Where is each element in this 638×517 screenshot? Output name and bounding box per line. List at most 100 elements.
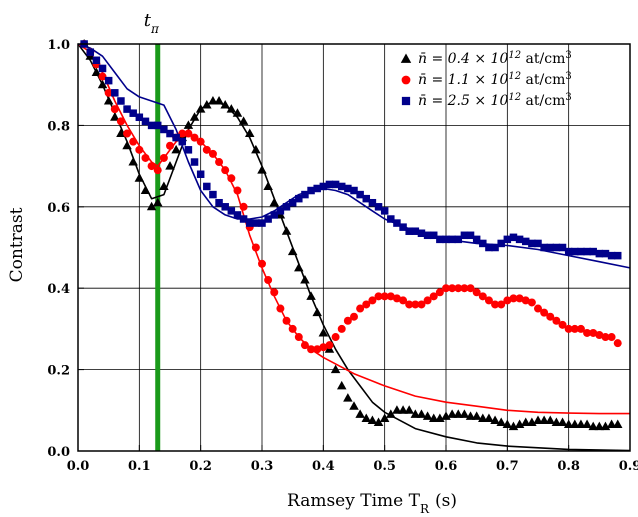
data-point-circle: [294, 333, 303, 342]
y-tick-label: 1.0: [47, 38, 70, 53]
data-point-triangle: [606, 419, 617, 429]
data-point-square: [368, 198, 377, 207]
data-point-circle: [429, 292, 438, 301]
data-point-circle: [405, 300, 414, 309]
data-point-circle: [601, 333, 610, 342]
data-point-circle: [264, 276, 273, 285]
data-point-triangle: [563, 419, 574, 429]
data-point-circle: [423, 296, 432, 305]
data-point-circle: [147, 162, 156, 171]
legend-marker-triangle: [400, 53, 412, 63]
data-point-circle: [356, 304, 365, 313]
data-point-triangle: [281, 226, 292, 235]
data-point-triangle: [244, 128, 255, 138]
data-point-square: [405, 227, 413, 235]
data-point-square: [436, 235, 444, 244]
data-point-circle: [202, 145, 211, 154]
data-point-square: [393, 219, 401, 227]
data-point-circle: [564, 324, 573, 333]
data-point-square: [129, 109, 137, 117]
data-point-triangle: [539, 415, 549, 424]
legend-marker-circle: [401, 75, 411, 85]
x-tick-label: 0.0: [67, 459, 90, 474]
data-point-triangle: [588, 421, 598, 431]
data-point-triangle: [214, 95, 224, 105]
data-point-triangle: [318, 327, 329, 337]
data-point-square: [209, 190, 217, 199]
data-point-circle: [503, 296, 512, 305]
data-point-triangle: [306, 291, 316, 300]
series-square-points: [80, 40, 622, 260]
data-point-triangle: [146, 201, 157, 211]
data-point-circle: [411, 300, 420, 309]
data-point-square: [239, 215, 248, 223]
data-point-triangle: [183, 120, 194, 129]
data-point-triangle: [232, 108, 243, 117]
data-point-triangle: [208, 95, 218, 105]
x-tick-label: 0.2: [189, 459, 212, 474]
data-point-triangle: [220, 100, 230, 109]
legend-marker-square: [401, 96, 411, 106]
data-point-circle: [552, 316, 561, 325]
data-point-circle: [509, 294, 518, 303]
data-point-triangle: [478, 413, 488, 422]
data-point-triangle: [110, 112, 120, 121]
data-point-circle: [319, 343, 328, 352]
data-point-triangle: [416, 409, 427, 418]
data-point-circle: [607, 333, 616, 342]
data-point-circle: [478, 292, 487, 301]
data-point-circle: [300, 341, 309, 350]
data-point-square: [564, 247, 573, 256]
y-tick-label: 0.0: [47, 445, 70, 460]
data-point-triangle: [287, 246, 298, 256]
legend-entry-square: n̄ = 2.5 × 1012 at/cm3: [418, 92, 572, 110]
data-point-circle: [558, 320, 567, 329]
data-point-triangle: [465, 411, 476, 420]
data-point-square: [534, 239, 542, 248]
y-tick-label: 0.8: [47, 119, 70, 134]
data-point-circle: [460, 284, 469, 293]
data-point-square: [350, 186, 358, 195]
grid-lines: [78, 44, 630, 451]
data-point-square: [497, 239, 505, 248]
data-point-circle: [448, 284, 457, 293]
data-point-circle: [491, 300, 500, 309]
data-point-circle: [129, 137, 138, 146]
y-axis-ticks: 0.0 0.2 0.4 0.6 0.8 1.0: [47, 38, 84, 460]
data-point-square: [589, 247, 597, 256]
data-point-circle: [435, 288, 444, 297]
data-point-square: [325, 180, 334, 189]
data-point-circle: [521, 296, 530, 305]
data-point-square: [509, 233, 518, 242]
data-point-triangle: [386, 409, 396, 418]
data-point-square: [387, 215, 395, 223]
y-tick-label: 0.2: [47, 364, 70, 379]
data-point-triangle: [159, 181, 169, 190]
data-point-square: [295, 194, 303, 203]
data-point-square: [319, 182, 328, 191]
data-point-circle: [276, 304, 285, 313]
data-point-circle: [215, 158, 224, 167]
x-tick-label: 0.6: [435, 459, 458, 474]
data-point-circle: [221, 166, 230, 175]
data-point-circle: [325, 341, 334, 350]
data-point-circle: [570, 324, 579, 333]
data-point-triangle: [551, 417, 562, 427]
data-point-triangle: [97, 79, 108, 89]
data-point-square: [380, 207, 389, 215]
data-point-triangle: [612, 419, 623, 429]
data-point-circle: [282, 316, 291, 325]
data-point-square: [245, 219, 254, 227]
data-point-triangle: [269, 197, 280, 207]
data-point-triangle: [330, 364, 341, 374]
data-point-triangle: [557, 417, 568, 427]
data-point-triangle: [490, 415, 500, 424]
t-pi-label: tπ: [144, 10, 160, 36]
x-axis-label: Ramsey Time TR (s): [287, 491, 457, 516]
data-point-circle: [307, 345, 316, 354]
data-point-triangle: [520, 417, 531, 427]
data-point-circle: [141, 153, 150, 162]
data-point-triangle: [122, 140, 132, 150]
data-point-circle: [350, 312, 358, 321]
